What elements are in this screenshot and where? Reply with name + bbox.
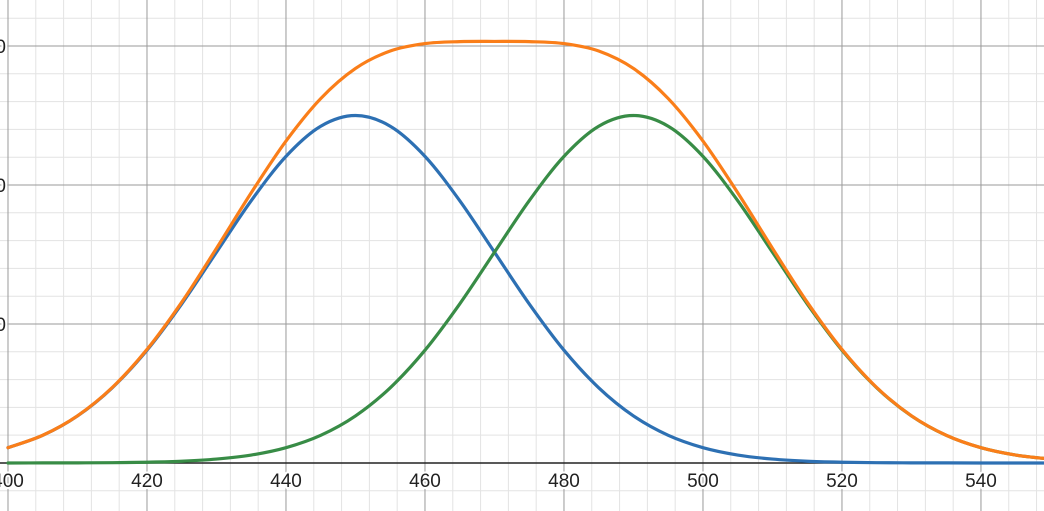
- x-tick-label: 540: [965, 471, 997, 492]
- curves: [6, 39, 1044, 465]
- curve: [6, 39, 1044, 461]
- x-tick-label: 440: [270, 471, 302, 492]
- x-tick-label: 480: [548, 471, 580, 492]
- curve: [6, 113, 1044, 465]
- x-tick-label: 460: [409, 471, 441, 492]
- x-tick-label: 500: [687, 471, 719, 492]
- y-tick-label: 40: [0, 176, 6, 197]
- y-tick-label: 20: [0, 315, 6, 336]
- curve: [6, 113, 1044, 465]
- y-tick-label: 60: [0, 37, 6, 58]
- x-tick-label: 420: [131, 471, 163, 492]
- x-tick-label: 520: [826, 471, 858, 492]
- x-tick-label: 400: [0, 471, 24, 492]
- tick-labels: 400 420 440 460 480 500 520 540 20 40 60: [0, 35, 999, 494]
